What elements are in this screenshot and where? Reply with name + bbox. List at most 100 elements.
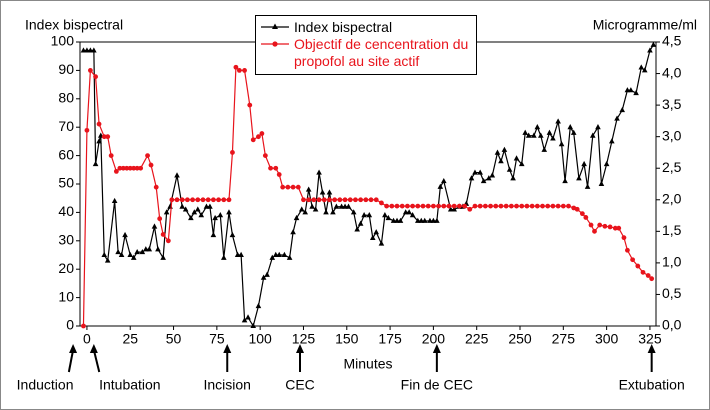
data-point [330,209,336,215]
data-point [379,200,384,206]
data-point [451,206,457,212]
x-tick-label: 75 [209,331,225,347]
annotation-arrowhead [223,344,232,353]
data-point [633,89,639,96]
data-point [306,197,312,203]
annotation-arrowhead [647,344,656,353]
y-tick-label: 0 [66,317,74,333]
data-point [217,212,224,218]
annotation-label: Extubation [619,377,685,393]
data-point [524,203,530,209]
data-point [421,217,428,223]
data-point [323,209,329,215]
data-point [326,189,333,195]
data-point [305,186,312,192]
data-point [295,184,301,190]
data-point [302,209,309,215]
data-point [397,217,404,223]
data-point [510,175,516,181]
data-point [576,175,582,181]
data-point [430,203,436,209]
data-point [205,197,211,203]
data-point [333,203,340,209]
data-point [555,203,561,209]
data-point [290,229,296,235]
data-point [638,64,645,70]
data-point [468,175,475,181]
data-point [96,121,102,127]
data-point [579,211,585,217]
data-point [494,149,501,155]
data-point [472,203,478,209]
data-point [236,68,242,73]
data-point [529,203,535,209]
data-point [541,146,548,152]
data-point [357,220,364,226]
annotation-arrow [92,349,101,373]
data-point [245,314,251,320]
data-point [242,68,247,73]
data-point [486,175,492,181]
data-point [108,153,114,159]
data-point [602,223,608,229]
legend-swatch [261,23,289,29]
x-tick-label: 175 [378,331,402,347]
annotation-label: Induction [17,377,74,393]
data-point [285,184,291,190]
data-point [441,203,447,209]
x-tick-label: 250 [508,331,532,347]
data-point [628,87,634,93]
y2-tick-label: 2,0 [662,190,682,206]
y2-tick-label: 0,5 [662,285,682,301]
data-point [81,323,86,329]
data-point [174,172,180,178]
data-point [534,203,540,209]
data-point [281,251,288,257]
series-line [83,44,654,328]
y-tick-label: 20 [58,260,74,276]
data-point [148,162,154,168]
data-point [641,67,648,73]
data-point [268,165,273,171]
data-point [345,203,352,209]
x-tick-label: 325 [638,331,662,347]
data-point [382,212,388,218]
data-point [425,203,431,209]
data-point [612,225,618,231]
data-point [434,217,440,223]
data-point [550,135,556,141]
data-point [155,246,161,252]
data-point [117,165,123,171]
x-tick-label: 275 [552,331,576,347]
data-point [513,155,520,161]
data-point [210,231,217,238]
data-point [545,203,551,209]
data-point [436,203,441,209]
data-point [609,138,615,144]
data-point [354,226,360,232]
data-point [312,206,319,212]
data-point [558,141,565,147]
data-point [550,203,556,209]
data-point [190,197,196,203]
data-point [589,132,596,138]
data-point [409,212,416,218]
data-point [104,257,111,263]
data-point [84,127,90,133]
data-point [230,150,235,155]
x-tick-label: 25 [122,331,138,347]
data-point [198,212,205,218]
data-point [195,197,201,203]
annotation-arrowhead [432,344,441,353]
data-point [584,183,591,189]
data-point [145,153,150,159]
data-point [566,203,571,209]
data-point [157,216,163,222]
data-point [247,102,253,108]
y-tick-label: 70 [58,118,74,134]
data-point [259,131,265,136]
legend-marker [272,23,278,29]
data-point [493,203,499,209]
data-point [555,118,561,124]
